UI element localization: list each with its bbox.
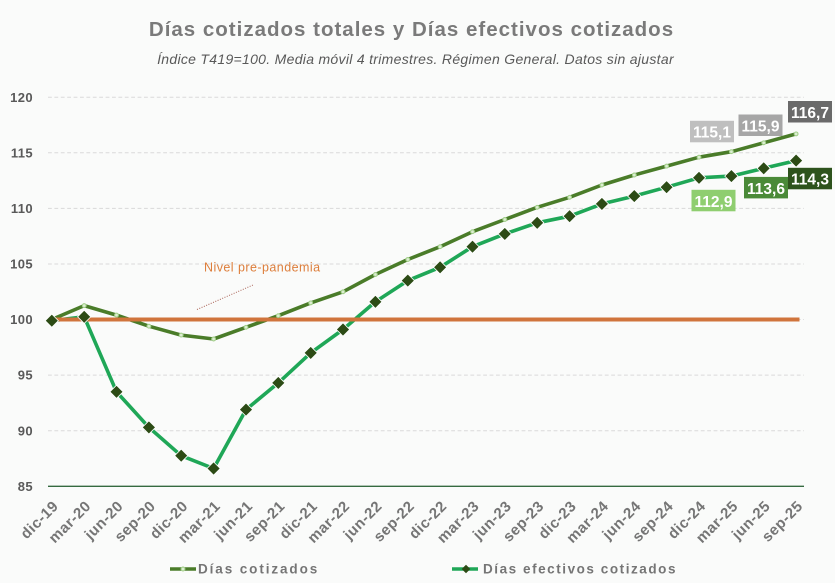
- svg-text:110: 110: [11, 201, 33, 216]
- svg-text:95: 95: [18, 368, 33, 383]
- svg-text:115: 115: [11, 145, 33, 160]
- svg-text:90: 90: [18, 423, 33, 438]
- svg-text:114,3: 114,3: [791, 172, 829, 189]
- svg-text:100: 100: [10, 312, 33, 327]
- svg-text:116,7: 116,7: [791, 105, 829, 122]
- svg-text:112,9: 112,9: [695, 194, 733, 211]
- svg-text:115,1: 115,1: [693, 125, 731, 142]
- svg-text:Nivel pre-pandemia: Nivel pre-pandemia: [204, 261, 321, 275]
- svg-text:85: 85: [18, 479, 33, 494]
- svg-text:115,9: 115,9: [742, 119, 780, 136]
- svg-text:120: 120: [10, 90, 33, 105]
- svg-text:Días efectivos cotizados: Días efectivos cotizados: [483, 562, 677, 577]
- svg-text:113,6: 113,6: [747, 181, 785, 198]
- svg-text:105: 105: [10, 257, 33, 272]
- svg-text:Días cotizados: Días cotizados: [198, 562, 319, 577]
